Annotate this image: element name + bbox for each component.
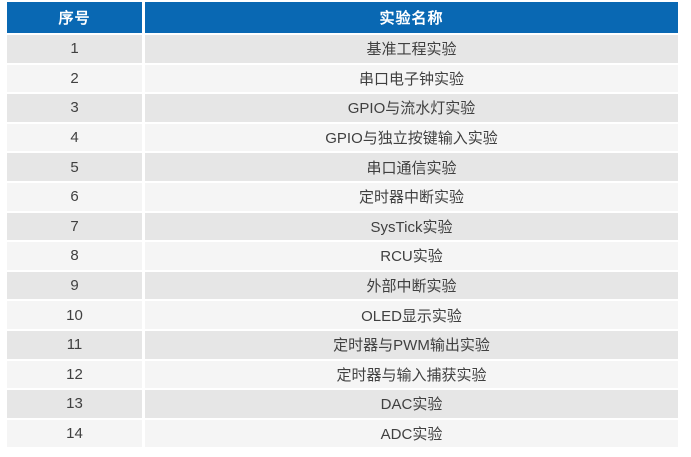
row-number-cell: 1: [7, 35, 145, 65]
table-row: 8 RCU实验: [7, 242, 678, 272]
experiment-name-cell: OLED显示实验: [145, 301, 678, 331]
row-number-cell: 9: [7, 271, 145, 302]
row-number-cell: 8: [7, 242, 145, 272]
experiment-name-cell: GPIO与独立按键输入实验: [145, 123, 678, 154]
row-number-cell: 2: [7, 64, 145, 95]
experiment-name-cell: 定时器中断实验: [145, 182, 678, 213]
table-row: 6 定时器中断实验: [7, 182, 678, 213]
experiment-name-cell: RCU实验: [145, 242, 678, 272]
experiment-name-cell: 定时器与PWM输出实验: [145, 330, 678, 361]
row-number-cell: 7: [7, 212, 145, 243]
experiment-name-cell: 外部中断实验: [145, 271, 678, 302]
table-row: 12 定时器与输入捕获实验: [7, 360, 678, 391]
experiment-name-cell: ADC实验: [145, 419, 678, 450]
table-header: 序号 实验名称: [7, 2, 678, 35]
row-number-cell: 3: [7, 94, 145, 124]
table-row: 11 定时器与PWM输出实验: [7, 330, 678, 361]
table-row: 10 OLED显示实验: [7, 301, 678, 331]
header-row: 序号 实验名称: [7, 2, 678, 35]
experiment-table: 序号 实验名称 1 基准工程实验 2 串口电子钟实验 3 GPIO与流水灯实验 4 GPIO与…: [7, 2, 678, 450]
table-row: 14 ADC实验: [7, 419, 678, 450]
row-number-cell: 4: [7, 123, 145, 154]
row-number-cell: 11: [7, 330, 145, 361]
experiment-name-cell: 串口通信实验: [145, 153, 678, 183]
experiment-name-cell: GPIO与流水灯实验: [145, 94, 678, 124]
row-number-cell: 10: [7, 301, 145, 331]
table-row: 5 串口通信实验: [7, 153, 678, 183]
experiment-name-cell: 定时器与输入捕获实验: [145, 360, 678, 391]
table-row: 2 串口电子钟实验: [7, 64, 678, 95]
table-row: 13 DAC实验: [7, 390, 678, 420]
column-header-name: 实验名称: [145, 2, 678, 35]
row-number-cell: 12: [7, 360, 145, 391]
table-row: 9 外部中断实验: [7, 271, 678, 302]
row-number-cell: 6: [7, 182, 145, 213]
table-row: 1 基准工程实验: [7, 35, 678, 65]
experiment-name-cell: DAC实验: [145, 390, 678, 420]
table-row: 7 SysTick实验: [7, 212, 678, 243]
row-number-cell: 5: [7, 153, 145, 183]
experiment-name-cell: SysTick实验: [145, 212, 678, 243]
table-row: 4 GPIO与独立按键输入实验: [7, 123, 678, 154]
experiment-name-cell: 串口电子钟实验: [145, 64, 678, 95]
column-header-index: 序号: [7, 2, 145, 35]
table-body: 1 基准工程实验 2 串口电子钟实验 3 GPIO与流水灯实验 4 GPIO与独立按键输入实验…: [7, 35, 678, 450]
experiment-name-cell: 基准工程实验: [145, 35, 678, 65]
table-row: 3 GPIO与流水灯实验: [7, 94, 678, 124]
row-number-cell: 13: [7, 390, 145, 420]
row-number-cell: 14: [7, 419, 145, 450]
